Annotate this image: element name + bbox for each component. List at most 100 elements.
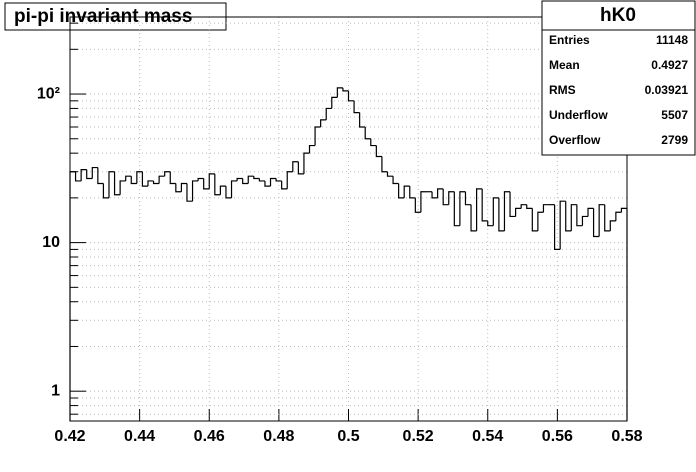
histogram-bin	[242, 178, 249, 185]
histogram-bin	[581, 215, 589, 226]
histogram-bin	[236, 177, 243, 181]
histogram-bin	[587, 207, 594, 217]
histogram-bin	[353, 100, 360, 114]
histogram-bin	[531, 208, 538, 232]
histogram-bin	[620, 207, 628, 421]
x-tick-label: 0.46	[194, 428, 225, 445]
histogram-bin	[498, 197, 505, 232]
stats-label: Mean	[549, 58, 580, 72]
plot-frame	[69, 16, 628, 422]
histogram-bin	[203, 178, 210, 190]
histogram-bin	[559, 200, 566, 250]
histogram-bin	[370, 138, 377, 147]
histogram-bin	[576, 204, 583, 227]
histogram-bin	[230, 180, 238, 198]
histogram-bin	[113, 171, 121, 196]
histogram-bin	[509, 191, 516, 218]
x-tick-label: 0.44	[124, 428, 155, 445]
stats-title: hK0	[600, 5, 636, 26]
histogram-bin	[186, 183, 193, 202]
histogram-bin	[437, 188, 444, 198]
histogram-bin	[102, 183, 109, 199]
histogram-bin	[147, 180, 154, 187]
histogram-bin	[130, 176, 137, 185]
histogram-bin	[136, 171, 143, 184]
histogram-bin	[492, 197, 499, 226]
histogram-bin	[214, 173, 221, 196]
histogram-bin	[108, 171, 115, 198]
histogram-bin	[359, 112, 366, 128]
x-tick-label: 0.5	[337, 428, 359, 445]
histogram-bin	[515, 207, 522, 217]
histogram-bin	[487, 220, 494, 227]
histogram-bin	[303, 152, 310, 174]
histogram-bin	[297, 161, 304, 175]
histogram-bin	[598, 204, 605, 237]
histogram-bin	[269, 177, 277, 187]
histogram-bin	[158, 175, 165, 184]
plot: 0.42 0.44 0.46 0.48 0.5 0.52 0.54 0.56 0.58 1 10 10…	[37, 16, 643, 445]
x-tick-label: 0.48	[263, 428, 294, 445]
histogram-bin	[481, 188, 488, 222]
stats-label: Entries	[549, 33, 590, 47]
y-tick-label: 10	[42, 234, 60, 251]
x-tick-label: 0.42	[54, 428, 85, 445]
histogram-bin	[398, 183, 405, 199]
histogram-bin	[381, 156, 388, 173]
histogram-bin	[459, 191, 466, 226]
stats-value: 0.03921	[645, 83, 689, 97]
histogram-bin	[336, 87, 343, 98]
histogram-bin	[208, 173, 215, 189]
histogram-bin	[164, 171, 171, 177]
histogram-bin	[392, 176, 399, 185]
histogram-bin	[364, 126, 371, 140]
histogram-bin	[403, 185, 410, 198]
histogram-bin	[470, 204, 477, 232]
stats-label: Underflow	[549, 108, 608, 122]
histogram-bin	[431, 191, 438, 199]
histogram-bin	[520, 204, 527, 209]
histogram-bin	[386, 171, 394, 177]
histogram-bin	[464, 191, 472, 206]
histogram-bin	[169, 171, 176, 185]
histogram-bin	[592, 208, 600, 238]
histogram-bin	[258, 178, 265, 182]
histogram-bin	[91, 166, 98, 179]
x-tick-label: 0.58	[611, 428, 642, 445]
y-tick-label: 1	[51, 382, 60, 399]
histogram-bin	[320, 119, 327, 127]
histogram-bin	[86, 169, 93, 180]
histogram-bin	[225, 186, 232, 199]
histogram-bin	[553, 204, 561, 251]
histogram-bin	[152, 180, 160, 185]
histogram-bin	[308, 144, 316, 154]
histogram-bin	[80, 169, 87, 181]
stats-label: RMS	[549, 83, 576, 97]
stats-value: 5507	[661, 108, 688, 122]
histogram-bin	[74, 171, 82, 182]
stats-value: 0.4927	[651, 58, 688, 72]
x-tick-label: 0.54	[472, 428, 503, 445]
histogram-bin	[247, 175, 254, 184]
histogram-bin	[264, 180, 271, 187]
histogram-bin	[570, 204, 577, 231]
histogram-bin	[275, 178, 282, 182]
histogram-bin	[565, 201, 572, 232]
histogram-bin	[442, 188, 449, 206]
histogram-bin	[503, 191, 511, 231]
histogram-bin	[281, 180, 288, 190]
histogram-bin	[119, 180, 126, 195]
histogram-bin	[542, 204, 550, 213]
histogram-bin	[615, 211, 622, 221]
x-tick-label: 0.52	[403, 428, 434, 445]
histogram-bin	[537, 211, 544, 231]
histogram-bin	[97, 167, 104, 185]
histogram-bin	[453, 191, 460, 227]
histogram-bin	[609, 220, 616, 231]
histogram-bin	[325, 107, 332, 120]
histogram-bin	[448, 191, 455, 205]
stats-rows: Entries 11148 Mean 0.4927 RMS 0.03921 Underflo…	[549, 33, 688, 147]
histogram-bin	[526, 204, 533, 209]
histogram-bin	[314, 126, 321, 146]
